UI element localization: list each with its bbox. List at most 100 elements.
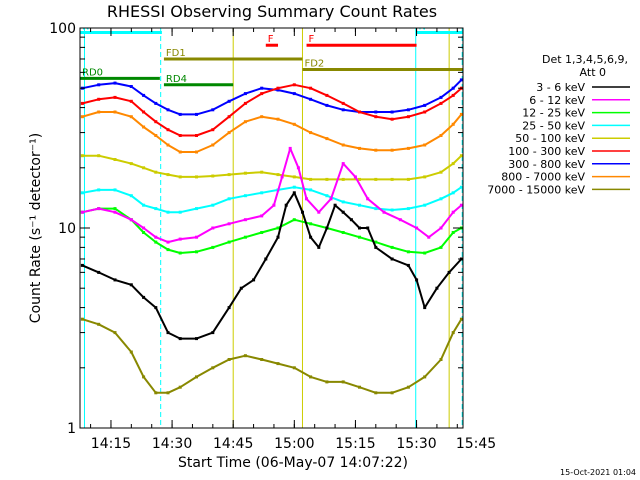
series-25-50-kev-point xyxy=(260,191,264,195)
series-6-12-kev-point xyxy=(280,175,284,179)
series-12-25-kev-point xyxy=(423,251,427,255)
series-6-12-kev-point xyxy=(129,218,133,222)
legend-12-25-kev-label: 12 - 25 keV xyxy=(522,107,585,120)
series-6-12-kev-point xyxy=(296,166,300,170)
series-50-100-kev-point xyxy=(423,175,427,179)
series-50-100-kev-point xyxy=(358,177,361,181)
series-100-300-kev-point xyxy=(260,92,264,96)
series-7000-15000-kev-point xyxy=(243,354,247,358)
series-12-25-kev-point xyxy=(276,226,280,230)
series-6-12-kev-point xyxy=(178,237,182,241)
annotation-label-fd2-6: FD2 xyxy=(304,59,324,70)
series-800-7000-kev-point xyxy=(439,134,443,137)
series-6-12-kev-point xyxy=(305,197,308,201)
series-50-100-kev-point xyxy=(178,175,182,179)
series-3-6-kev-point xyxy=(178,337,182,341)
y-axis-label: Count Rate (s⁻¹ detector⁻¹) xyxy=(28,133,44,323)
series-7000-15000-kev-point xyxy=(374,391,378,395)
series-800-7000-kev-point xyxy=(195,150,198,154)
series-6-12-kev-point xyxy=(154,235,158,239)
series-25-50-kev-point xyxy=(423,203,427,207)
series-25-50-kev-point xyxy=(227,197,231,201)
series-7000-15000-kev-point xyxy=(325,380,329,384)
series-3-6-kev-point xyxy=(252,278,256,282)
series-800-7000-kev-point xyxy=(227,131,231,135)
series-12-25-kev-point xyxy=(309,222,313,226)
series-100-300-kev-point xyxy=(439,101,443,105)
series-3-6-kev-point xyxy=(406,263,410,267)
series-25-50-kev-point xyxy=(166,210,170,214)
series-3-6-kev-point xyxy=(97,270,101,274)
series-25-50-kev-point xyxy=(178,210,182,214)
series-7000-15000-kev-point xyxy=(341,380,345,384)
series-300-800-kev-point xyxy=(227,99,231,103)
series-25-50-kev-point xyxy=(243,194,247,198)
series-6-12-kev-point xyxy=(341,162,345,166)
series-300-800-kev-point xyxy=(154,101,158,105)
series-50-100-kev-point xyxy=(341,177,345,181)
x-axis-label: Start Time (06-May-07 14:07:22) xyxy=(178,455,408,471)
series-3-6-kev-point xyxy=(142,295,146,299)
series-50-100-kev-line xyxy=(82,154,463,181)
x-tick-label: 15:30 xyxy=(396,436,436,452)
series-50-100-kev-point xyxy=(374,177,378,181)
series-6-12-kev-point xyxy=(243,218,247,222)
series-6-12-kev-point xyxy=(459,203,463,207)
y-tick-label: 1 xyxy=(67,421,76,437)
series-12-25-kev-point xyxy=(195,250,198,254)
series-12-25-kev-point xyxy=(341,231,345,234)
chart-title: RHESSI Observing Summary Count Rates xyxy=(107,2,437,21)
series-100-300-kev-point xyxy=(451,93,455,97)
legend-25-50-kev-label: 25 - 50 keV xyxy=(522,119,585,132)
series-7000-15000-kev-point xyxy=(459,317,463,321)
series-6-12-kev-point xyxy=(398,218,402,222)
series-25-50-kev-point xyxy=(341,200,345,204)
series-50-100-kev-point xyxy=(166,173,170,177)
series-3-6-kev-point xyxy=(239,286,243,290)
series-50-100-kev-point xyxy=(129,162,133,166)
series-800-7000-kev-point xyxy=(113,110,117,114)
series-25-50-kev-point xyxy=(211,203,215,207)
series-3-6-kev-point xyxy=(390,257,394,261)
series-3-6-kev-point xyxy=(80,263,84,267)
series-25-50-kev-point xyxy=(451,191,455,195)
series-3-6-kev-point xyxy=(227,306,231,310)
series-7000-15000-kev-point xyxy=(142,375,146,379)
series-50-100-kev-point xyxy=(292,175,296,179)
series-3-6-kev-line xyxy=(82,191,463,340)
series-800-7000-kev-point xyxy=(423,143,427,147)
series-25-50-kev-point xyxy=(154,207,158,211)
series-7000-15000-kev-point xyxy=(129,350,133,354)
plot-frame xyxy=(79,27,464,429)
series-300-800-kev-point xyxy=(390,110,394,114)
series-800-7000-kev-point xyxy=(276,117,280,121)
series-25-50-kev-point xyxy=(97,188,101,192)
series-800-7000-kev-point xyxy=(97,110,101,114)
plot-area: N N F F FD1 FD2 RD0 RD4 xyxy=(79,27,464,429)
series-25-50-kev-point xyxy=(80,191,84,195)
series-100-300-kev-line xyxy=(82,83,463,137)
series-7000-15000-kev-point xyxy=(390,391,394,395)
series-12-25-kev-point xyxy=(390,245,394,249)
legend-header-detectors: Det 1,3,4,5,6,9, xyxy=(542,53,628,66)
series-100-300-kev-point xyxy=(309,86,313,90)
series-7000-15000-kev-point xyxy=(154,391,158,395)
series-6-12-kev-point xyxy=(80,210,84,214)
x-tick-label: 15:45 xyxy=(456,436,496,452)
series-300-800-kev-point xyxy=(374,110,378,114)
series-800-7000-kev-point xyxy=(154,134,158,137)
series-7000-15000-kev-point xyxy=(423,375,427,379)
annotation-label-rd0-7: RD0 xyxy=(82,67,103,78)
series-25-50-kev-point xyxy=(439,197,443,201)
series-6-12-kev-point xyxy=(142,226,146,230)
legend-7000-15000-kev-label: 7000 - 15000 keV xyxy=(487,183,585,196)
series-300-800-kev-point xyxy=(341,108,345,112)
series-6-12-kev-point xyxy=(415,226,419,230)
series-300-800-kev-point xyxy=(423,103,427,107)
series-50-100-kev-point xyxy=(195,175,198,179)
series-3-6-kev-point xyxy=(309,235,313,239)
series-3-6-kev-point xyxy=(113,278,117,282)
series-100-300-kev-point xyxy=(154,120,158,124)
series-3-6-kev-point xyxy=(325,226,329,230)
